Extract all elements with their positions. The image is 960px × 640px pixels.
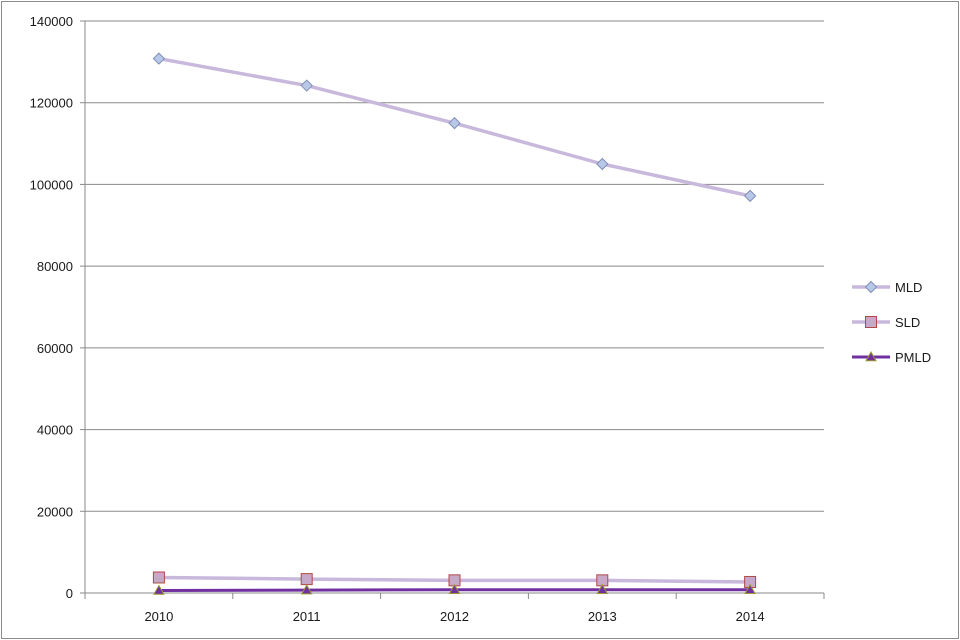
x-tick-label: 2012 [440, 609, 469, 624]
legend: MLD SLD PMLD [852, 280, 931, 365]
data-point-mld-2014 [743, 189, 757, 203]
x-tick-label: 2011 [293, 609, 321, 624]
legend-marker-triangle [865, 350, 877, 362]
legend-label: SLD [895, 315, 920, 330]
y-tick-label: 40000 [37, 423, 73, 438]
series-lines [158, 56, 751, 593]
legend-item-sld: SLD [852, 315, 920, 330]
series-markers [152, 52, 757, 595]
legend-label: PMLD [895, 350, 931, 365]
data-point-mld-2010 [152, 52, 166, 65]
data-point-pmld-2014 [744, 583, 756, 594]
data-point-pmld-2011 [300, 584, 313, 595]
axes [80, 20, 825, 599]
legend-marker-diamond [864, 280, 878, 294]
data-point-pmld-2010 [153, 584, 165, 595]
legend-marker-square [865, 316, 877, 328]
data-point-mld-2011 [300, 79, 313, 92]
y-tick-label: 120000 [30, 96, 73, 111]
data-point-mld-2012 [448, 116, 461, 130]
legend-item-pmld: PMLD [852, 350, 931, 365]
data-point-sld-2011 [300, 573, 313, 586]
y-tick-label: 140000 [30, 14, 73, 29]
y-tick-labels: 0 20000 40000 60000 80000 100000 120000 140000 [30, 14, 73, 601]
x-tick-labels: 2010 2011 2012 2013 2014 [144, 609, 764, 624]
legend-item-mld: MLD [852, 280, 922, 295]
y-tick-label: 80000 [37, 259, 73, 274]
x-tick-label: 2013 [588, 609, 617, 624]
data-point-sld-2010 [152, 571, 165, 584]
x-tick-label: 2010 [144, 609, 173, 624]
y-tick-label: 20000 [37, 504, 73, 519]
x-tick-label: 2014 [736, 609, 765, 624]
data-point-mld-2013 [596, 157, 609, 171]
y-tick-label: 60000 [37, 341, 73, 356]
gridlines [85, 20, 824, 512]
legend-label: MLD [895, 280, 922, 295]
data-point-pmld-2013 [596, 583, 609, 594]
data-point-pmld-2012 [448, 583, 461, 594]
y-tick-label: 0 [66, 586, 73, 601]
y-tick-label: 100000 [30, 177, 73, 192]
